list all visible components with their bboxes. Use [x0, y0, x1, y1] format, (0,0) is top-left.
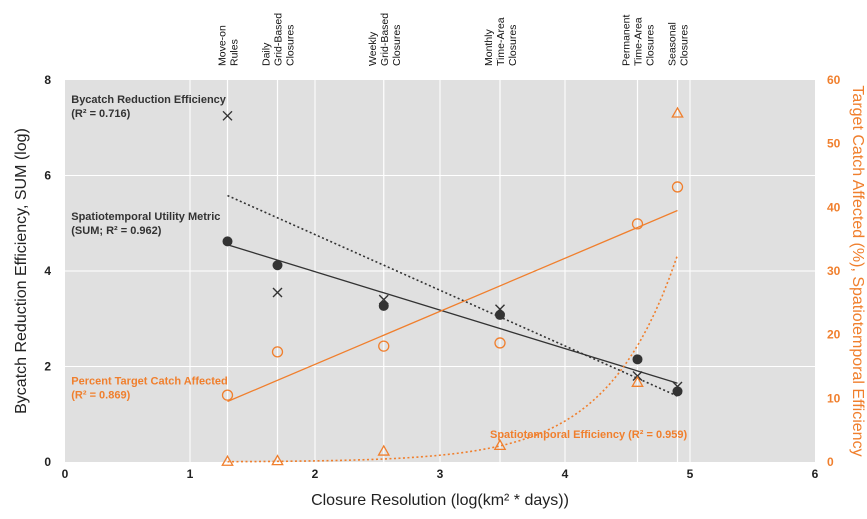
trend-line: [227, 209, 678, 403]
category-label: Daily: [261, 42, 273, 66]
y2-tick-label: 10: [827, 391, 841, 405]
category-label: Closures: [679, 25, 691, 66]
category-label: Seasonal: [667, 22, 679, 66]
data-point-triangle: [493, 438, 507, 450]
annotations: Bycatch Reduction Efficiency (R² = 0.716)…: [71, 94, 687, 441]
y-tick-label: 2: [44, 360, 51, 374]
annotation-bycatch: (R² = 0.716): [71, 108, 130, 120]
y2-tick-label: 60: [827, 73, 841, 87]
category-label: Grid-Based: [273, 13, 285, 66]
y2-tick-label: 20: [827, 328, 841, 342]
trend-line: [227, 194, 678, 397]
y2-tick-label: 50: [827, 137, 841, 151]
category-guides: [226, 80, 679, 462]
data-point-triangle: [221, 454, 234, 466]
data-point-triangle: [671, 106, 684, 118]
y2-tick-label: 40: [827, 200, 841, 214]
annotation-sum: (SUM; R² = 0.962): [71, 225, 161, 237]
data-point-dot: [495, 309, 505, 320]
data-point-dot: [222, 236, 233, 247]
category-label: Rules: [229, 39, 241, 66]
annotation-ptca: (R² = 0.869): [71, 390, 130, 402]
trend-line: [227, 254, 679, 463]
y-tick-label: 6: [44, 169, 51, 183]
category-label: Monthly: [483, 28, 495, 66]
data-points: [221, 106, 684, 466]
data-point-circle: [271, 346, 284, 358]
data-point-dot: [272, 260, 283, 271]
data-point-triangle: [631, 375, 644, 387]
data-point-dot: [672, 386, 683, 397]
category-label: Closures: [285, 25, 297, 66]
category-label: Time-Area: [495, 17, 507, 66]
y2-tick-label: 30: [827, 264, 841, 278]
trend-line: [227, 244, 678, 384]
x-tick-label: 5: [687, 467, 694, 481]
x-tick-label: 2: [312, 467, 319, 481]
x-tick-label: 4: [562, 467, 569, 481]
y2-axis-title: Target Catch Affected (%), Spatiotempora…: [849, 85, 866, 456]
y-tick-label: 4: [44, 264, 51, 278]
annotation-bycatch: Bycatch Reduction Efficiency: [71, 94, 227, 106]
x-axis-title: Closure Resolution (log(km² * days)): [311, 492, 569, 509]
x-tick-label: 3: [437, 467, 444, 481]
category-label: Grid-Based: [379, 13, 391, 66]
category-label: Closures: [645, 25, 657, 66]
annotation-sum: Spatiotemporal Utility Metric: [71, 211, 220, 223]
annotation-ptca: Percent Target Catch Affected: [71, 376, 227, 388]
data-point-x: [222, 110, 233, 121]
data-point-circle: [671, 181, 684, 193]
x-tick-label: 0: [62, 467, 69, 481]
y2-tick-label: 0: [827, 455, 834, 469]
category-label: Closures: [507, 25, 519, 66]
category-label: Permanent: [621, 15, 633, 66]
x-tick-label: 1: [187, 467, 194, 481]
data-point-circle: [378, 340, 390, 352]
category-labels: Move-on Rules Daily Grid-Based Closures Weekl…: [217, 13, 691, 66]
data-point-circle: [494, 337, 506, 349]
data-point-circle: [631, 218, 644, 230]
y-axis-title: Bycatch Reduction Efficiency, SUM (log): [13, 128, 30, 414]
category-label: Move-on: [217, 25, 229, 66]
data-point-x: [272, 287, 283, 298]
y-tick-label: 0: [44, 455, 51, 469]
y-tick-label: 8: [44, 73, 51, 87]
x-tick-label: 6: [812, 467, 819, 481]
data-point-circle: [221, 389, 234, 401]
data-point-triangle: [271, 454, 284, 466]
data-point-triangle: [377, 444, 391, 456]
category-label: Closures: [391, 25, 403, 66]
annotation-ste: Spatiotemporal Efficiency (R² = 0.959): [490, 429, 687, 441]
trend-lines: [227, 194, 679, 463]
category-label: Weekly: [367, 31, 379, 66]
category-label: Time-Area: [633, 17, 645, 66]
data-point-dot: [378, 300, 389, 311]
data-point-dot: [632, 354, 643, 365]
